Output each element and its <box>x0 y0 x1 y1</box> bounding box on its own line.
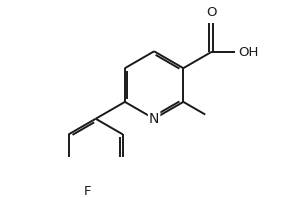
Text: N: N <box>149 112 159 126</box>
Text: F: F <box>84 185 92 198</box>
Text: OH: OH <box>239 46 259 59</box>
Text: O: O <box>206 6 216 19</box>
